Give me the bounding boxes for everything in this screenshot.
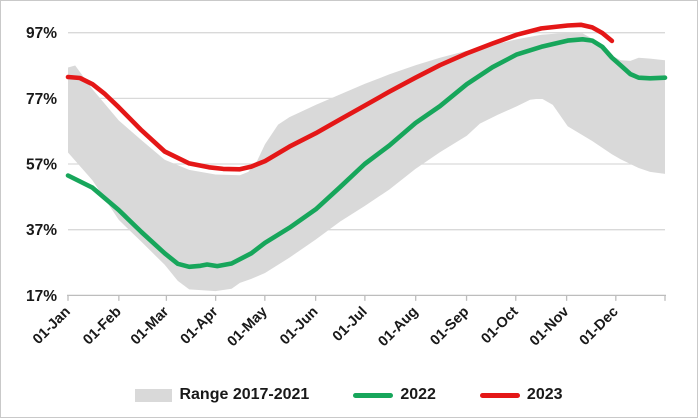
x-tick-label: 01-Mar [128, 304, 173, 349]
legend-item-2023: 2023 [479, 386, 563, 404]
line-2023 [65, 22, 615, 172]
x-tick-label: 01-Aug [375, 304, 421, 350]
x-tick-label: 01-Oct [478, 304, 521, 347]
x-tick-label: 01-Sep [427, 304, 472, 349]
y-tick-label: 17% [26, 288, 57, 305]
line-2022 [65, 37, 668, 270]
y-tick-label: 97% [26, 25, 57, 42]
line-2023-swatch [479, 392, 520, 398]
legend-label-range: Range 2017-2021 [179, 386, 310, 403]
y-tick-label: 57% [26, 157, 57, 174]
legend-item-range: Range 2017-2021 [135, 386, 309, 404]
x-tick-label: 01-Jun [277, 304, 321, 348]
x-tick-label: 01-Jul [330, 304, 371, 345]
legend: Range 2017-2021 2022 2023 [1, 386, 697, 404]
x-tick-label: 01-Jan [30, 304, 74, 348]
line-2022-swatch [353, 392, 394, 398]
x-tick-label: 01-Feb [80, 304, 124, 348]
y-tick-label: 77% [26, 91, 57, 108]
y-tick-label: 37% [26, 222, 57, 239]
range-band-swatch [135, 388, 173, 402]
legend-label-2022: 2022 [400, 386, 436, 403]
legend-item-2022: 2022 [353, 386, 436, 404]
x-tick-label: 01-Nov [527, 304, 573, 350]
legend-label-2023: 2023 [526, 386, 563, 403]
x-tick-label: 01-Apr [178, 304, 222, 348]
x-tick-label: 01-Dec [577, 304, 622, 349]
x-tick-label: 01-May [225, 304, 271, 350]
